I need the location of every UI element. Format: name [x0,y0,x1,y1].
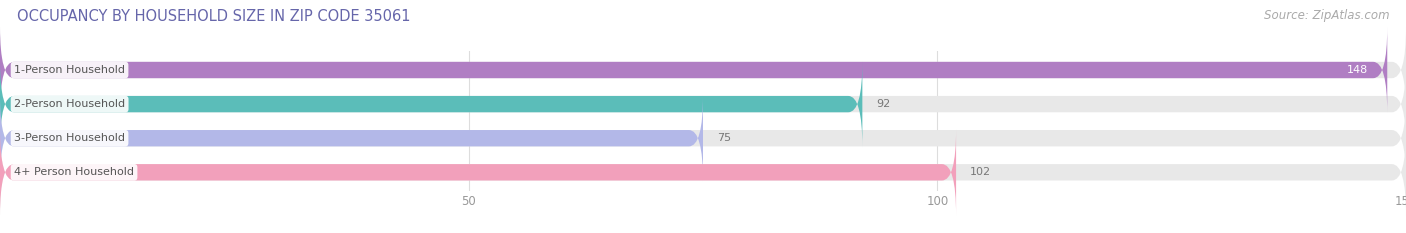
Text: 4+ Person Household: 4+ Person Household [14,167,134,177]
FancyBboxPatch shape [0,61,862,147]
FancyBboxPatch shape [0,61,1406,147]
FancyBboxPatch shape [0,129,956,215]
FancyBboxPatch shape [0,27,1406,113]
Text: 102: 102 [970,167,991,177]
Text: 2-Person Household: 2-Person Household [14,99,125,109]
Text: 3-Person Household: 3-Person Household [14,133,125,143]
Text: 148: 148 [1347,65,1368,75]
FancyBboxPatch shape [0,27,1388,113]
Text: OCCUPANCY BY HOUSEHOLD SIZE IN ZIP CODE 35061: OCCUPANCY BY HOUSEHOLD SIZE IN ZIP CODE … [17,9,411,24]
FancyBboxPatch shape [0,95,1406,181]
FancyBboxPatch shape [0,95,703,181]
Text: 92: 92 [876,99,890,109]
FancyBboxPatch shape [0,129,1406,215]
Text: 75: 75 [717,133,731,143]
Text: Source: ZipAtlas.com: Source: ZipAtlas.com [1264,9,1389,22]
Text: 1-Person Household: 1-Person Household [14,65,125,75]
